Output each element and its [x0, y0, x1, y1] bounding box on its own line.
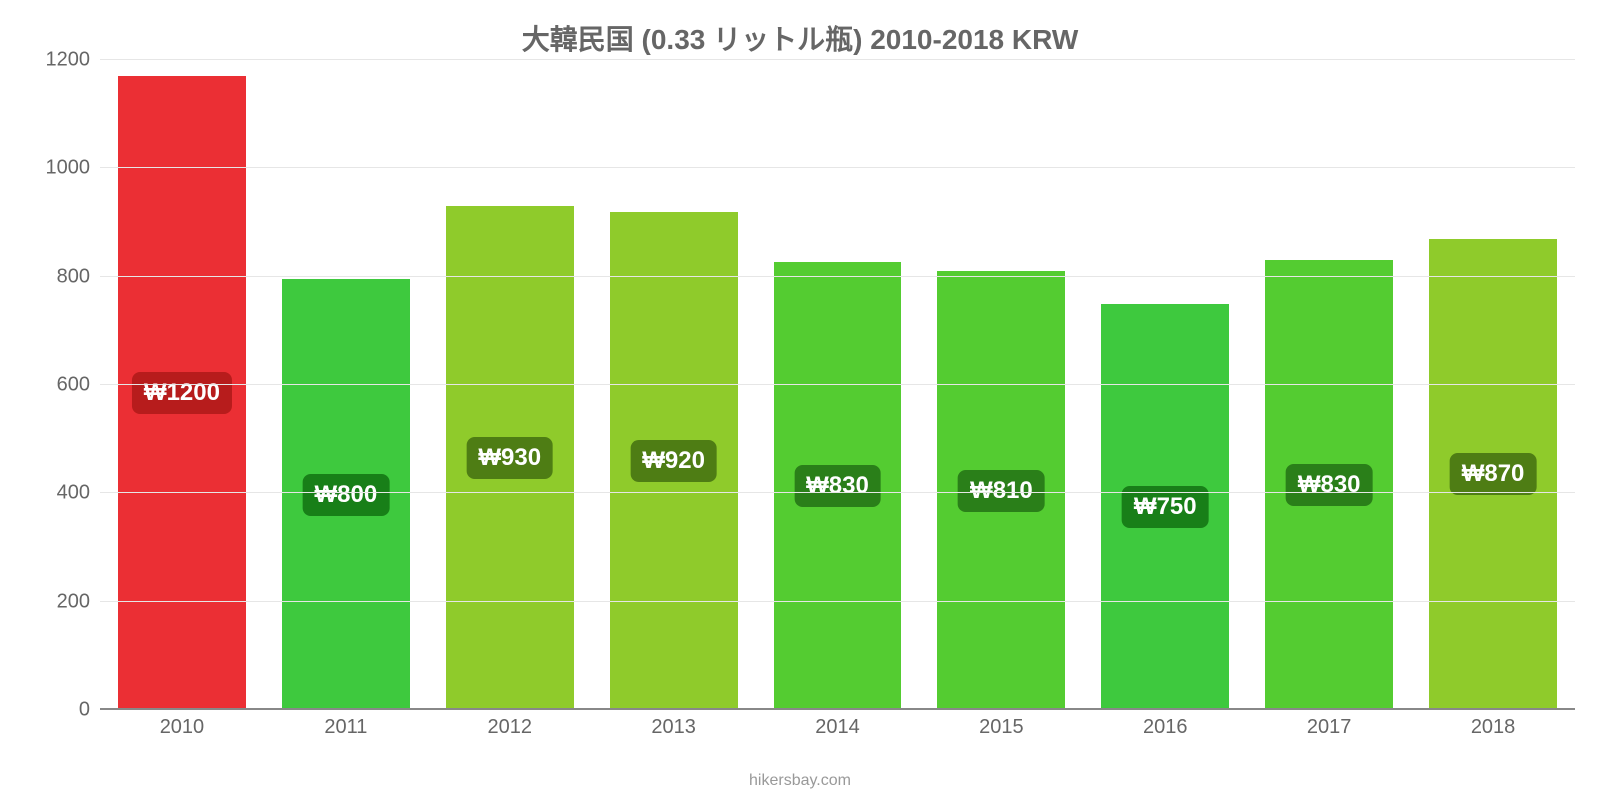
gridline: [100, 59, 1575, 60]
bar-slot: ₩870: [1411, 60, 1575, 710]
bar: ₩750: [1101, 304, 1229, 710]
x-tick-label: 2010: [100, 710, 264, 740]
bar-slot: ₩930: [428, 60, 592, 710]
gridline: [100, 492, 1575, 493]
x-tick-label: 2015: [919, 710, 1083, 740]
gridline: [100, 167, 1575, 168]
bar: ₩870: [1429, 239, 1557, 710]
y-tick-label: 600: [57, 374, 100, 397]
y-tick-label: 200: [57, 590, 100, 613]
bar-value-badge: ₩830: [1286, 464, 1373, 506]
y-tick-label: 1200: [46, 49, 101, 72]
y-tick-label: 800: [57, 265, 100, 288]
bar-value-badge: ₩870: [1450, 453, 1537, 495]
bar-slot: ₩830: [1247, 60, 1411, 710]
bar-value-badge: ₩1200: [132, 372, 232, 414]
chart-title: 大韓民国 (0.33 リットル瓶) 2010-2018 KRW: [0, 0, 1600, 58]
plot-area: ₩1200₩800₩930₩920₩830₩810₩750₩830₩870 02…: [100, 60, 1575, 710]
bar-slot: ₩810: [919, 60, 1083, 710]
bar: ₩1200: [118, 76, 246, 710]
bar-slot: ₩750: [1083, 60, 1247, 710]
gridline: [100, 384, 1575, 385]
bar-value-badge: ₩810: [958, 470, 1045, 512]
x-tick-label: 2016: [1083, 710, 1247, 740]
attribution-text: hikersbay.com: [0, 772, 1600, 790]
bar: ₩830: [774, 262, 902, 711]
bar: ₩810: [937, 271, 1065, 710]
bar-slot: ₩920: [592, 60, 756, 710]
gridline: [100, 276, 1575, 277]
bar-slot: ₩830: [756, 60, 920, 710]
bar: ₩930: [446, 206, 574, 710]
bar-slot: ₩800: [264, 60, 428, 710]
bar-value-badge: ₩800: [302, 474, 389, 516]
bars-container: ₩1200 ₩800 ₩930 ₩920 ₩830 ₩810 ₩750 ₩830 ₩870: [100, 60, 1575, 710]
bar: ₩920: [610, 212, 738, 710]
bar: ₩830: [1265, 260, 1393, 710]
y-tick-label: 400: [57, 482, 100, 505]
x-tick-label: 2018: [1411, 710, 1575, 740]
x-tick-label: 2017: [1247, 710, 1411, 740]
gridline: [100, 601, 1575, 602]
y-tick-label: 0: [79, 699, 100, 722]
x-axis-labels: 201020112012201320142015201620172018: [100, 710, 1575, 740]
x-tick-label: 2014: [756, 710, 920, 740]
y-tick-label: 1000: [46, 157, 101, 180]
chart-area: ₩1200₩800₩930₩920₩830₩810₩750₩830₩870 02…: [60, 60, 1575, 740]
x-tick-label: 2011: [264, 710, 428, 740]
bar-slot: ₩1200: [100, 60, 264, 710]
bar: ₩800: [282, 279, 410, 710]
x-tick-label: 2012: [428, 710, 592, 740]
bar-value-badge: ₩830: [794, 465, 881, 507]
x-tick-label: 2013: [592, 710, 756, 740]
bar-value-badge: ₩920: [630, 440, 717, 482]
bar-value-badge: ₩930: [466, 437, 553, 479]
